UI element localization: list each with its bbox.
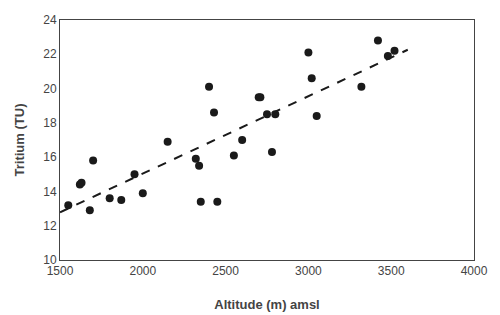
- svg-text:4000: 4000: [461, 264, 488, 278]
- svg-text:12: 12: [43, 219, 57, 233]
- svg-text:3000: 3000: [295, 264, 322, 278]
- svg-text:20: 20: [43, 82, 57, 96]
- svg-text:22: 22: [43, 47, 57, 61]
- svg-text:14: 14: [43, 185, 57, 199]
- svg-text:Altitude (m) amsl: Altitude (m) amsl: [214, 297, 319, 312]
- svg-text:16: 16: [43, 150, 57, 164]
- svg-text:3500: 3500: [378, 264, 405, 278]
- svg-text:10: 10: [43, 253, 57, 267]
- svg-text:24: 24: [43, 13, 57, 27]
- svg-text:2000: 2000: [129, 264, 156, 278]
- svg-text:Tritium (TU): Tritium (TU): [12, 104, 27, 177]
- svg-text:1500: 1500: [47, 264, 74, 278]
- svg-text:18: 18: [43, 116, 57, 130]
- svg-text:2500: 2500: [212, 264, 239, 278]
